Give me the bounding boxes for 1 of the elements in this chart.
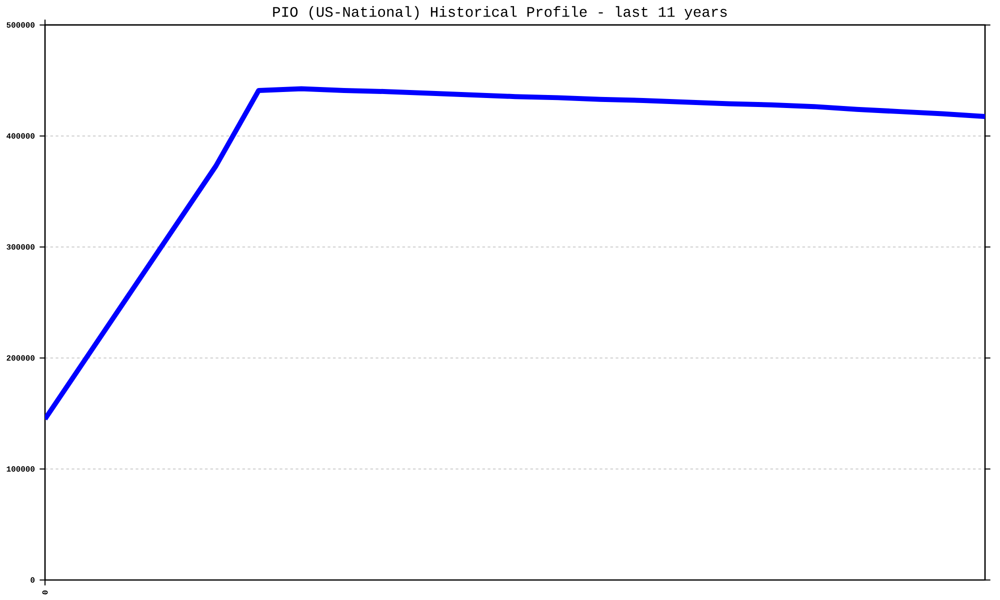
chart-title: PIO (US-National) Historical Profile - last 11 years bbox=[273, 6, 727, 20]
